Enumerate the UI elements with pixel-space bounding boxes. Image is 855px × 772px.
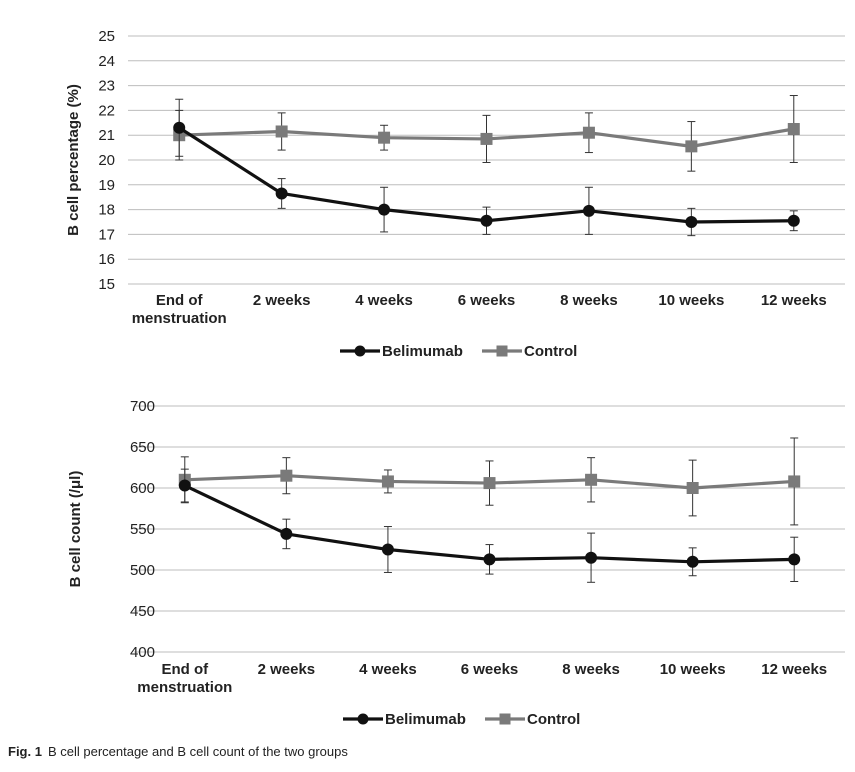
y-tick-label: 18: [98, 202, 115, 219]
x-tick-label: 10 weeks: [658, 292, 724, 309]
y-tick-label: 17: [98, 226, 115, 243]
legend: Belimumab Control: [340, 343, 577, 360]
x-tick-label: 6 weeks: [461, 661, 519, 678]
data-point: [178, 479, 191, 492]
x-tick-label: End of menstruation: [137, 661, 232, 696]
series-control: [178, 437, 801, 526]
x-tick-label-line: 6 weeks: [458, 292, 516, 309]
data-point: [582, 126, 595, 139]
data-point: [585, 551, 598, 564]
x-tick-label-line: 8 weeks: [560, 292, 618, 309]
x-tick-label-line: 8 weeks: [562, 661, 620, 678]
x-tick-label: 4 weeks: [355, 292, 413, 309]
x-tick-label: 2 weeks: [253, 292, 311, 309]
x-tick-label: 2 weeks: [258, 661, 316, 678]
legend-label: Belimumab: [382, 343, 463, 360]
legend-label: Control: [527, 711, 580, 728]
data-point: [585, 473, 598, 486]
figure-label: Fig. 1: [8, 744, 42, 759]
legend-item: Belimumab: [343, 711, 466, 728]
y-axis-label: B cell percentage (%): [65, 84, 82, 236]
y-tick-label: 450: [130, 603, 155, 620]
data-point: [275, 187, 288, 200]
y-tick-label: 700: [130, 398, 155, 415]
figure-caption-text: B cell percentage and B cell count of th…: [47, 744, 348, 759]
legend-marker: [499, 713, 511, 725]
legend-marker: [496, 345, 508, 357]
x-tick-label-line: 10 weeks: [660, 661, 726, 678]
data-point: [686, 482, 699, 494]
y-tick-label: 24: [98, 53, 115, 70]
data-point: [275, 125, 288, 138]
x-tick-label-line: 2 weeks: [253, 292, 311, 309]
data-point: [480, 132, 493, 145]
x-tick-label-line: 2 weeks: [258, 661, 316, 678]
legend-label: Belimumab: [385, 711, 466, 728]
x-tick-label-line: 12 weeks: [761, 292, 827, 309]
x-tick-label: 12 weeks: [761, 661, 827, 678]
data-point: [686, 555, 699, 568]
y-tick-label: 16: [98, 251, 115, 268]
x-tick-label: 8 weeks: [562, 661, 620, 678]
y-tick-label: 650: [130, 439, 155, 456]
figure-caption: Fig. 1 B cell percentage and B cell count…: [8, 744, 348, 759]
x-tick-label: 8 weeks: [560, 292, 618, 309]
data-point: [787, 123, 800, 135]
x-tick-label: End of menstruation: [132, 292, 227, 327]
legend-item: Control: [482, 343, 577, 360]
x-tick-label: 6 weeks: [458, 292, 516, 309]
y-axis-label: B cell count (/μl): [67, 471, 84, 588]
x-tick-label-line: 4 weeks: [355, 292, 413, 309]
data-point: [582, 204, 595, 217]
x-tick-label: 4 weeks: [359, 661, 417, 678]
data-point: [483, 553, 496, 566]
y-tick-label: 25: [98, 28, 115, 45]
data-point: [381, 543, 394, 556]
chart-1: 15 16 17 18 19 20 21 22 23 24 25 B cell percentage …: [65, 28, 845, 360]
y-tick-label: 600: [130, 480, 155, 497]
data-point: [378, 131, 391, 144]
x-tick-label-line: End of: [161, 661, 209, 678]
data-point: [685, 140, 698, 153]
data-point: [788, 553, 801, 566]
x-tick-label: 10 weeks: [660, 661, 726, 678]
legend-item: Control: [485, 711, 580, 728]
data-point: [378, 203, 391, 216]
x-tick-label-line: menstruation: [132, 310, 227, 327]
y-tick-label: 19: [98, 177, 115, 194]
series-belimumab: [173, 98, 800, 237]
x-tick-label-line: 6 weeks: [461, 661, 519, 678]
data-point: [280, 527, 293, 540]
data-point: [173, 121, 186, 134]
x-tick-label: 12 weeks: [761, 292, 827, 309]
y-tick-label: 21: [98, 127, 115, 144]
data-point: [483, 477, 496, 490]
x-tick-label-line: End of: [156, 292, 204, 309]
y-tick-label: 500: [130, 562, 155, 579]
legend-item: Belimumab: [340, 343, 463, 360]
y-tick-label: 15: [98, 276, 115, 293]
series-belimumab: [178, 468, 801, 583]
data-point: [788, 475, 801, 488]
y-tick-label: 550: [130, 521, 155, 538]
y-tick-label: 20: [98, 152, 115, 169]
x-tick-label-line: 10 weeks: [658, 292, 724, 309]
data-point: [381, 475, 394, 488]
data-point: [685, 216, 698, 228]
data-point: [280, 469, 293, 482]
legend: Belimumab Control: [343, 711, 580, 728]
legend-label: Control: [524, 343, 577, 360]
legend-marker: [357, 713, 369, 725]
data-point: [480, 214, 493, 227]
legend-marker: [354, 345, 366, 357]
chart-2: 400 450 500 550 600 650 700 B cell count (/μl) E…: [67, 398, 845, 728]
y-tick-label: 23: [98, 78, 115, 95]
y-tick-label: 22: [98, 102, 115, 119]
x-tick-label-line: menstruation: [137, 679, 232, 696]
y-tick-label: 400: [130, 644, 155, 661]
data-point: [787, 214, 800, 227]
x-tick-label-line: 4 weeks: [359, 661, 417, 678]
x-tick-label-line: 12 weeks: [761, 661, 827, 678]
